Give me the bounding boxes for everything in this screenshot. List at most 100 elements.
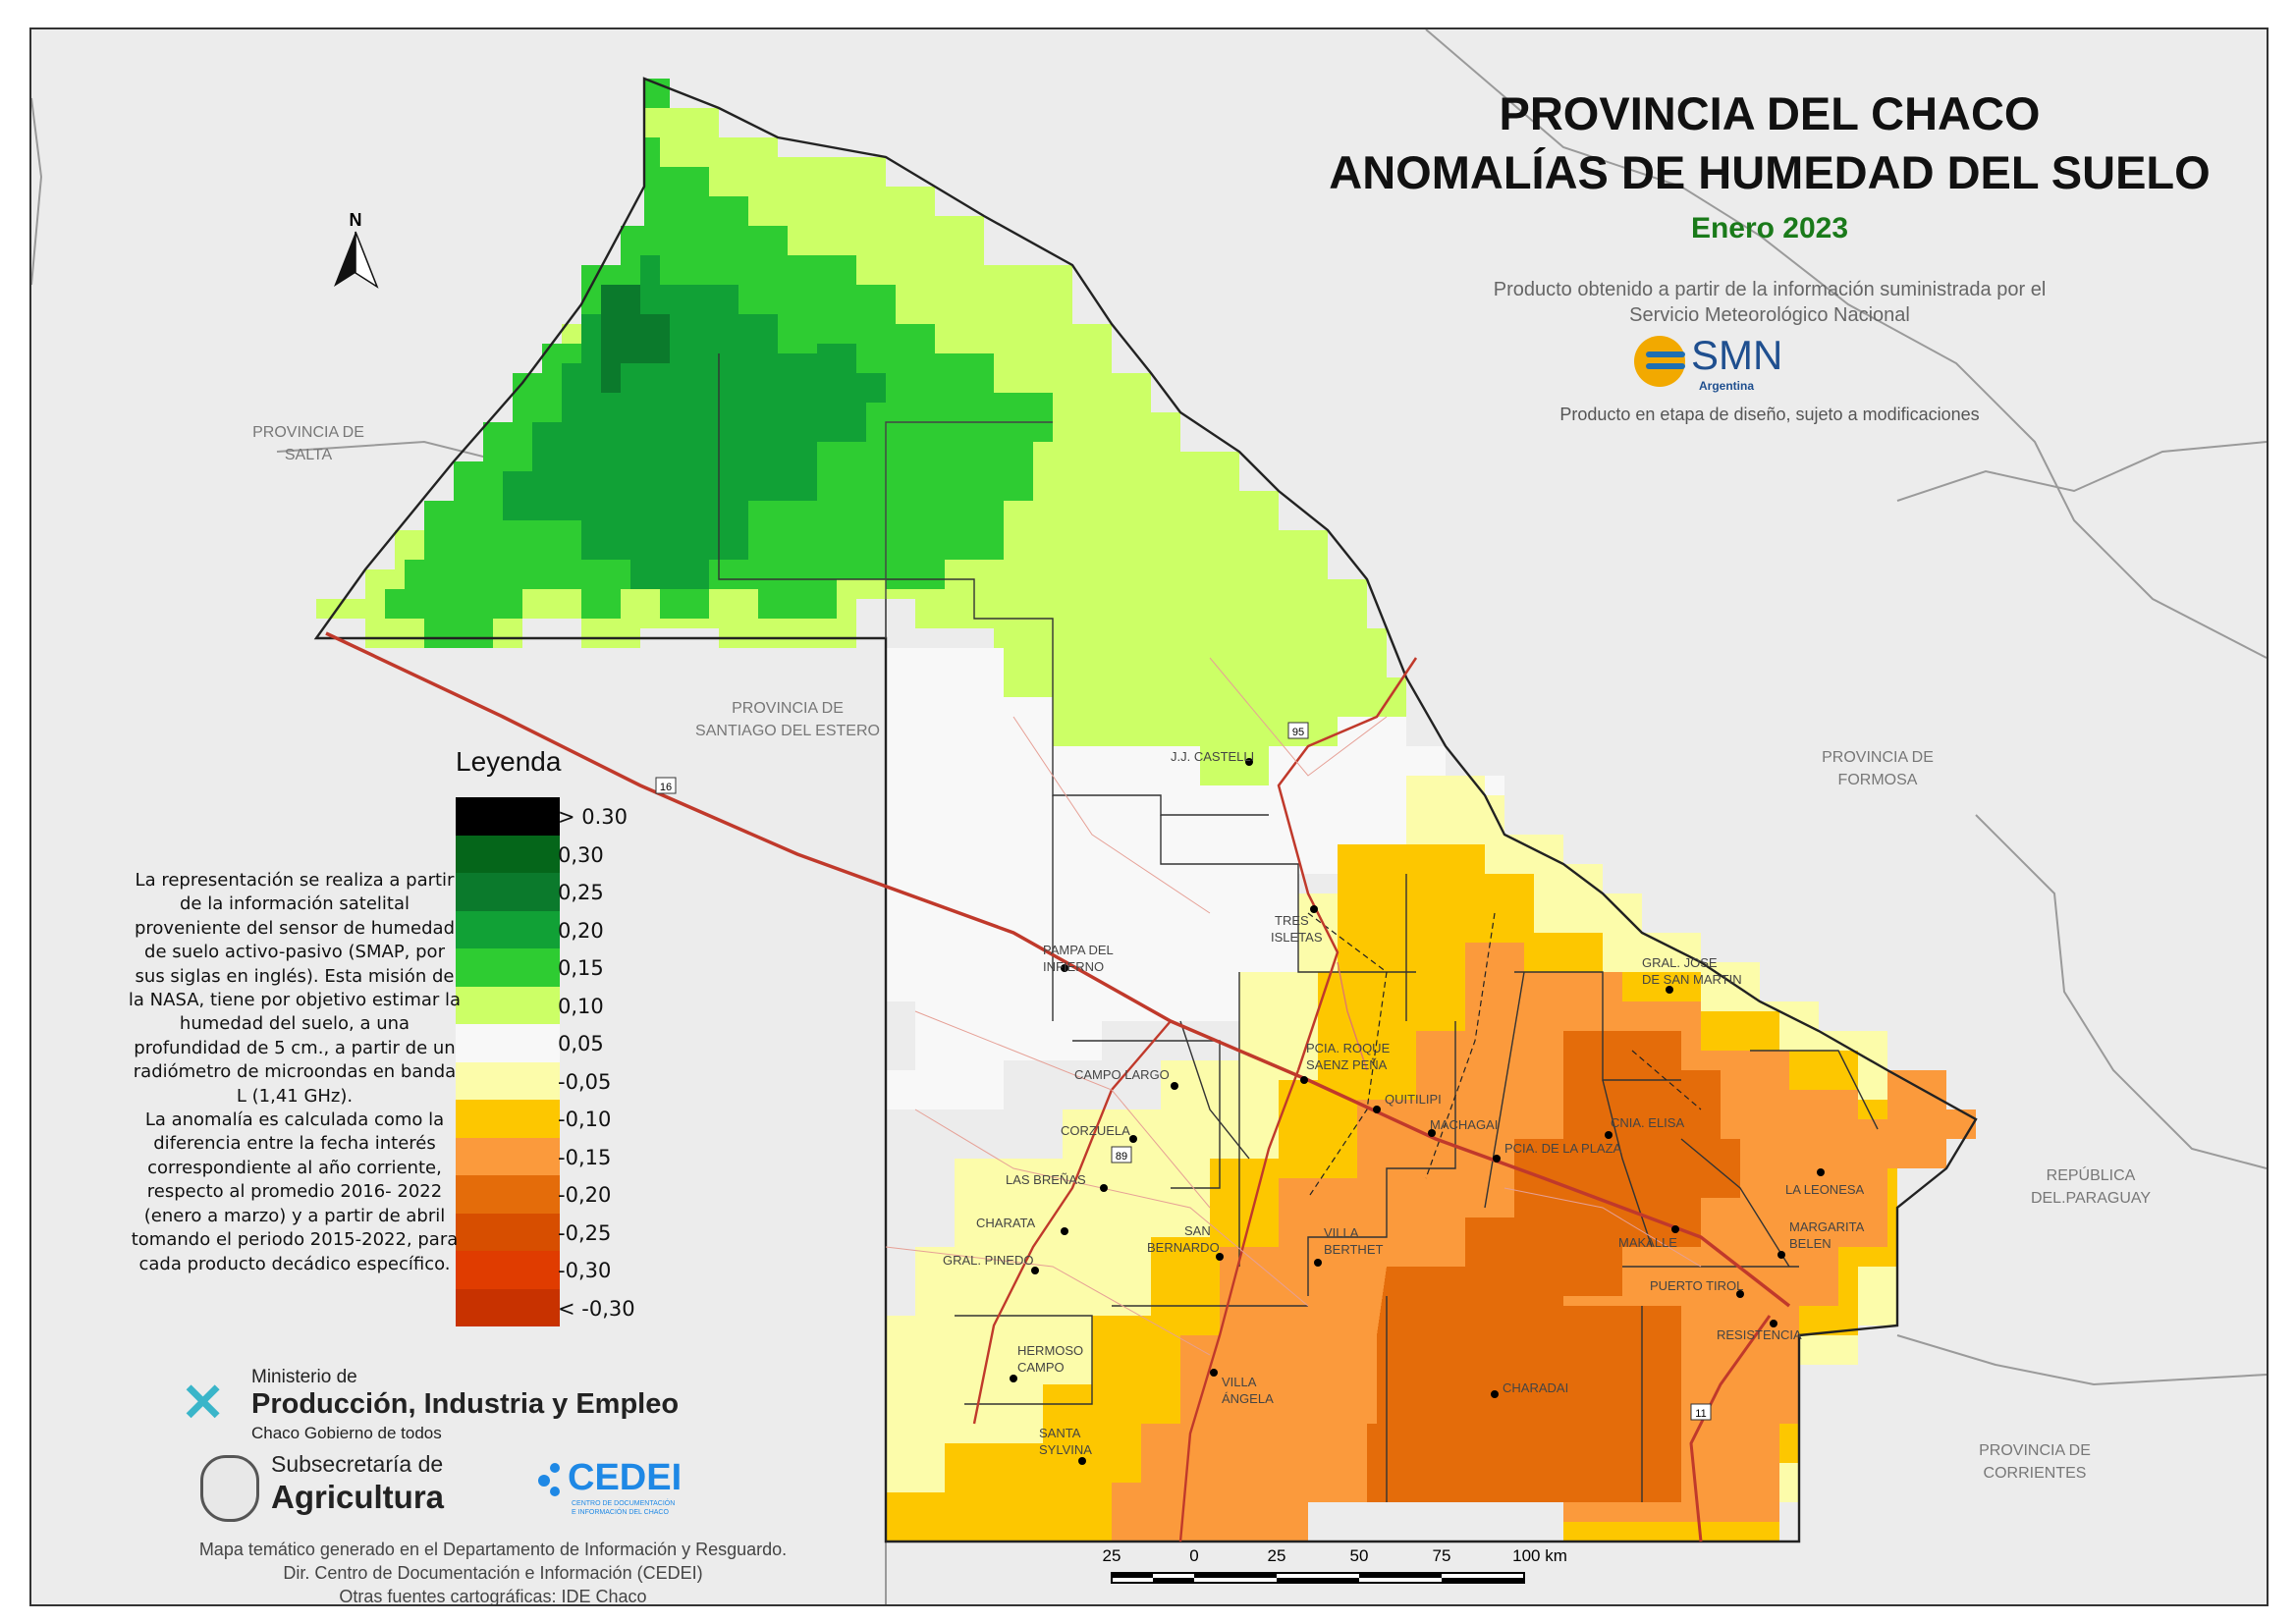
town-dot xyxy=(1171,1082,1178,1090)
town-margarita-2: BELEN xyxy=(1789,1236,1831,1251)
town-dot xyxy=(1061,1227,1068,1235)
scale-bar: 25 0 25 50 75 100 km xyxy=(1103,1546,1567,1584)
town-villa-angela-1: VILLA xyxy=(1222,1375,1257,1389)
smn-sun-icon xyxy=(1634,336,1685,387)
zone-darkest-green xyxy=(601,285,670,393)
note-line: profundidad de 5 cm., a partir de un xyxy=(134,1037,456,1058)
legend-title: Leyenda xyxy=(456,746,562,777)
legend-label: -0,30 xyxy=(558,1259,612,1282)
route-shields: 16 95 89 11 xyxy=(655,722,1712,1421)
town-dot xyxy=(1605,1131,1613,1139)
label-paraguay-1: REPÚBLICA xyxy=(2047,1165,2136,1184)
town-dot xyxy=(1817,1168,1825,1176)
legend-swatch xyxy=(456,1024,560,1062)
legend-swatch xyxy=(456,835,560,873)
title-date: Enero 2023 xyxy=(1690,212,1849,244)
subsec-line-1: Subsecretaría de xyxy=(271,1451,444,1477)
note-line: la NASA, tiene por objetivo estimar la xyxy=(128,990,462,1011)
coat-of-arms-icon xyxy=(200,1455,259,1522)
town-dot xyxy=(1491,1390,1499,1398)
legend-swatch xyxy=(456,1100,560,1138)
north-arrow-label: N xyxy=(350,210,362,230)
legend-label: -0,15 xyxy=(558,1145,612,1169)
town-santa-sylvina-1: SANTA xyxy=(1039,1426,1081,1440)
province-outline xyxy=(313,77,1978,1543)
soil-moisture-map: 16 95 89 11 PROVINCIA DE SALTA PROVINCIA… xyxy=(31,29,2267,1604)
label-santiago-1: PROVINCIA DE xyxy=(732,700,844,717)
town-la-leonesa: LA LEONESA xyxy=(1785,1182,1865,1197)
label-corrientes-1: PROVINCIA DE xyxy=(1979,1442,2091,1459)
cedei-dot-icon xyxy=(550,1463,560,1473)
legend-swatch xyxy=(456,986,560,1024)
credit-line-3: Otras fuentes cartográficas: IDE Chaco xyxy=(339,1587,647,1606)
cedei-sub-2: E INFORMACIÓN DEL CHACO xyxy=(572,1509,669,1516)
town-campo-largo: CAMPO LARGO xyxy=(1074,1067,1170,1082)
town-dot xyxy=(1736,1290,1744,1298)
label-salta-1: PROVINCIA DE xyxy=(252,424,364,441)
legend-label: 0,05 xyxy=(558,1032,604,1055)
legend-label: 0,25 xyxy=(558,881,604,904)
legend-swatch xyxy=(456,1175,560,1214)
town-dot xyxy=(1061,964,1068,972)
smn-logo: SMN Argentina xyxy=(1634,330,1831,399)
town-castelli: J.J. CASTELLI xyxy=(1171,749,1254,764)
note-line: L (1,41 GHz). xyxy=(236,1085,354,1107)
credit-line-1: Mapa temático generado en el Departament… xyxy=(198,1540,788,1559)
scale-label: 75 xyxy=(1433,1546,1451,1565)
route-89-shield xyxy=(1111,1146,1132,1163)
legend-swatch xyxy=(456,1213,560,1251)
note-line: radiómetro de microondas en banda xyxy=(133,1061,457,1083)
town-santa-sylvina-2: SYLVINA xyxy=(1039,1442,1092,1457)
neighbor-borders xyxy=(31,29,2267,1604)
department-borders xyxy=(718,353,1879,1502)
label-corrientes-2: CORRIENTES xyxy=(1984,1465,2087,1482)
town-dot xyxy=(1216,1253,1224,1261)
map-frame: 16 95 89 11 PROVINCIA DE SALTA PROVINCIA… xyxy=(29,27,2269,1606)
town-tres-2: ISLETAS xyxy=(1271,930,1323,945)
town-san-bernardo-2: BERNARDO xyxy=(1147,1240,1220,1255)
scale-label: 25 xyxy=(1268,1546,1286,1565)
note-line: sus siglas en inglés). Esta misión de xyxy=(135,965,455,987)
smn-logo-text: SMN xyxy=(1691,332,1783,378)
legend-label: -0,20 xyxy=(558,1183,612,1207)
town-corzuela: CORZUELA xyxy=(1061,1123,1130,1138)
legend-label: -0,25 xyxy=(558,1220,612,1245)
disclaimer: Producto en etapa de diseño, sujeto a mo… xyxy=(1559,405,1980,424)
cedei-sub-1: CENTRO DE DOCUMENTACIÓN xyxy=(572,1500,676,1507)
town-puerto-tirol: PUERTO TIROL xyxy=(1650,1278,1743,1293)
towns: J.J. CASTELLI TRES ISLETAS PAMPA DEL INF… xyxy=(943,749,1865,1465)
ministerio-line-1: Ministerio de xyxy=(251,1367,357,1387)
route-11-label: 11 xyxy=(1695,1408,1706,1420)
legend-swatch xyxy=(456,797,560,836)
credit-line-2: Dir. Centro de Documentación e Informaci… xyxy=(283,1563,703,1583)
town-charata: CHARATA xyxy=(976,1216,1036,1230)
town-tres-1: TRES xyxy=(1275,913,1309,928)
legend-color-ramp xyxy=(456,797,560,1326)
town-las-brenas: LAS BREÑAS xyxy=(1006,1172,1086,1187)
town-dot xyxy=(1078,1457,1086,1465)
route-95-shield xyxy=(1287,722,1309,739)
zone-east-edge xyxy=(1887,1070,1976,1168)
legend-swatch xyxy=(456,910,560,948)
town-saenz-1: PCIA. ROQUE xyxy=(1306,1041,1391,1055)
scale-label: 100 km xyxy=(1512,1546,1567,1565)
cedei-logo: CEDEI CENTRO DE DOCUMENTACIÓN E INFORMAC… xyxy=(538,1457,705,1526)
label-santiago-2: SANTIAGO DEL ESTERO xyxy=(695,723,880,739)
smn-wave-icon xyxy=(1646,352,1685,357)
scale-label: 0 xyxy=(1189,1546,1198,1565)
note-line: tomando el periodo 2015-2022, para xyxy=(131,1229,459,1251)
town-dot xyxy=(1373,1106,1381,1113)
legend-label: -0,05 xyxy=(558,1069,612,1094)
town-pampa-1: PAMPA DEL xyxy=(1043,943,1114,957)
town-dot xyxy=(1031,1267,1039,1274)
label-formosa-2: FORMOSA xyxy=(1838,772,1918,788)
zone-dark-green xyxy=(503,255,886,589)
note-line: (enero a marzo) y a partir de abril xyxy=(143,1205,446,1226)
note-line: diferencia entre la fecha interés xyxy=(153,1133,436,1155)
legend-swatch xyxy=(456,1288,560,1326)
note-line: La anomalía es calculada como la xyxy=(144,1109,445,1131)
note-line: de la información satelital xyxy=(179,893,410,915)
legend-swatch xyxy=(456,1251,560,1289)
town-hermoso-2: CAMPO xyxy=(1017,1360,1065,1375)
smn-logo-sub: Argentina xyxy=(1699,379,1755,393)
